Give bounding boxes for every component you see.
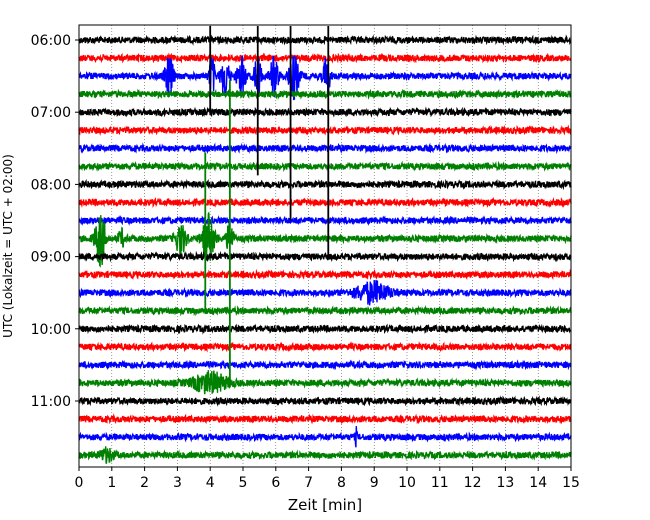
x-tick-label: 9 — [370, 475, 379, 491]
trace-0900 — [78, 250, 572, 263]
trace-1145 — [78, 446, 572, 465]
y-axis-label: UTC (Lokalzeit = UTC + 02:00) — [1, 154, 15, 338]
x-tick-label: 13 — [496, 475, 514, 491]
y-tick-label: 09:00 — [31, 250, 71, 266]
trace-0745 — [78, 160, 572, 173]
x-tick-label: 15 — [562, 475, 580, 491]
y-tick-label: 10:00 — [31, 322, 71, 338]
trace-0815 — [78, 196, 572, 209]
trace-0915 — [78, 268, 572, 281]
x-tick-label: 14 — [529, 475, 547, 491]
trace-1130 — [78, 426, 572, 448]
trace-0945 — [78, 304, 572, 317]
trace-1045 — [78, 370, 572, 395]
trace-0830 — [78, 214, 572, 226]
x-tick-label: 12 — [464, 475, 482, 491]
x-tick-label: 4 — [206, 475, 215, 491]
trace-0800 — [78, 178, 572, 191]
x-tick-label: 1 — [107, 475, 116, 491]
trace-1015 — [78, 341, 572, 353]
x-tick-label: 0 — [75, 475, 84, 491]
x-axis-ticks: 0 1 2 3 4 5 6 7 8 9 10 11 12 13 14 15 — [75, 467, 580, 491]
trace-0700 — [78, 106, 572, 118]
trace-1100 — [78, 395, 572, 407]
y-tick-label: 08:00 — [31, 177, 71, 193]
trace-0645 — [78, 88, 572, 100]
x-tick-label: 2 — [140, 475, 149, 491]
y-tick-label: 06:00 — [31, 33, 71, 49]
x-tick-label: 11 — [431, 475, 449, 491]
y-axis-ticks: 06:00 07:00 08:00 09:00 10:00 11:00 — [31, 33, 79, 410]
trace-0730 — [78, 142, 572, 155]
x-tick-label: 3 — [173, 475, 182, 491]
x-tick-label: 5 — [239, 475, 248, 491]
y-tick-label: 11:00 — [31, 394, 71, 410]
x-tick-label: 10 — [398, 475, 416, 491]
trace-1030 — [78, 359, 572, 371]
trace-0630 — [78, 55, 572, 101]
trace-1000 — [78, 323, 571, 335]
y-tick-label: 07:00 — [31, 105, 71, 121]
trace-0845 — [78, 212, 572, 268]
seismic-traces — [78, 26, 572, 465]
trace-0600 — [78, 34, 572, 46]
x-axis-label: Zeit [min] — [288, 496, 362, 514]
trace-0930 — [78, 279, 572, 306]
plot-frame — [78, 24, 572, 468]
x-tick-label: 7 — [304, 475, 313, 491]
x-tick-label: 8 — [337, 475, 346, 491]
trace-1115 — [78, 413, 572, 425]
trace-0715 — [78, 124, 572, 136]
x-tick-label: 6 — [271, 475, 280, 491]
